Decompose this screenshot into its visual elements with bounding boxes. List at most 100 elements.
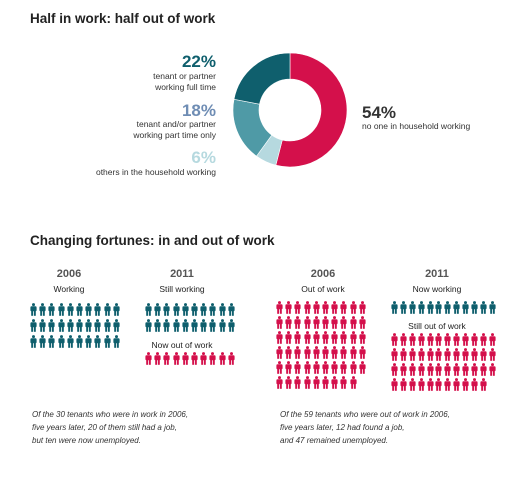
person-icon <box>480 363 487 376</box>
person-icon <box>228 319 235 332</box>
person-icon <box>145 352 152 365</box>
person-icon <box>67 319 74 332</box>
person-icon <box>418 348 425 361</box>
person-icon <box>218 319 226 332</box>
person-icon <box>426 333 434 346</box>
left-year-2011: 2011 <box>170 268 194 280</box>
person-icon <box>103 303 111 316</box>
person-icon <box>209 319 216 332</box>
icon-grid-out-of-work-2006 <box>276 301 366 389</box>
icon-grid-still-working-2011 <box>145 303 235 332</box>
icon-grid-still-out-2011 <box>391 333 496 391</box>
person-icon <box>349 316 357 329</box>
person-icon <box>113 303 120 316</box>
person-icon <box>409 348 416 361</box>
person-icon <box>322 301 329 314</box>
person-icon <box>349 376 357 389</box>
person-icon <box>30 303 37 316</box>
person-icon <box>331 331 338 344</box>
person-icon <box>462 378 469 391</box>
person-icon <box>400 301 407 314</box>
left-label-now-out: Now out of work <box>151 340 213 350</box>
person-icon <box>39 319 46 332</box>
person-icon <box>462 363 469 376</box>
left-caption: Of the 30 tenants who were in work in 20… <box>32 408 188 447</box>
person-icon <box>359 331 366 344</box>
right-label-out-of-work: Out of work <box>301 284 345 294</box>
person-icon <box>285 376 292 389</box>
person-icon <box>453 363 460 376</box>
right-caption-line2: five years later, 12 had found a job, <box>280 423 405 432</box>
label-none: no one in household working <box>362 121 471 131</box>
pct-part-time: 18% <box>181 101 216 120</box>
person-icon <box>322 376 329 389</box>
person-icon <box>276 346 283 359</box>
person-icon <box>94 303 101 316</box>
person-icon <box>435 301 443 314</box>
person-icon <box>418 333 425 346</box>
person-icon <box>462 348 469 361</box>
person-icon <box>331 361 338 374</box>
person-icon <box>30 335 37 348</box>
person-icon <box>400 378 407 391</box>
person-icon <box>471 378 478 391</box>
person-icon <box>191 352 198 365</box>
person-icon <box>331 376 338 389</box>
person-icon <box>30 319 37 332</box>
person-icon <box>48 319 55 332</box>
person-icon <box>313 346 320 359</box>
person-icon <box>57 319 65 332</box>
person-icon <box>418 301 425 314</box>
person-icon <box>340 331 347 344</box>
person-icon <box>349 301 357 314</box>
person-icon <box>359 361 366 374</box>
person-icon <box>313 301 320 314</box>
person-icon <box>489 333 496 346</box>
person-icon <box>85 319 92 332</box>
person-icon <box>172 303 180 316</box>
person-icon <box>103 319 111 332</box>
person-icon <box>103 335 111 348</box>
person-icon <box>391 333 398 346</box>
person-icon <box>453 348 460 361</box>
person-icon <box>200 303 207 316</box>
person-icon <box>462 333 469 346</box>
person-icon <box>182 352 189 365</box>
icon-grid-now-out-2011 <box>145 352 235 365</box>
person-icon <box>228 352 235 365</box>
person-icon <box>426 363 434 376</box>
person-icon <box>359 301 366 314</box>
donut-slice-3 <box>233 52 291 105</box>
person-icon <box>349 361 357 374</box>
person-icon <box>145 303 152 316</box>
person-icon <box>480 333 487 346</box>
person-icon <box>444 363 451 376</box>
person-icon <box>285 316 292 329</box>
person-icon <box>400 333 407 346</box>
label-full-time-line1: tenant or partner <box>153 71 216 81</box>
person-icon <box>294 331 301 344</box>
person-icon <box>409 333 416 346</box>
person-icon <box>76 319 83 332</box>
person-icon <box>48 303 55 316</box>
right-year-2006: 2006 <box>310 268 336 280</box>
person-icon <box>409 301 416 314</box>
person-icon <box>294 361 301 374</box>
person-icon <box>418 378 425 391</box>
left-caption-line1: Of the 30 tenants who were in work in 20… <box>32 410 189 419</box>
pct-others: 6% <box>191 148 216 167</box>
person-icon <box>182 303 189 316</box>
headline-fortunes: Changing fortunes: in and out of work <box>30 233 275 248</box>
person-icon <box>400 363 407 376</box>
person-icon <box>39 335 46 348</box>
person-icon <box>340 376 347 389</box>
person-icon <box>200 352 207 365</box>
label-part-time-line2: working part time only <box>133 130 216 140</box>
person-icon <box>426 378 434 391</box>
person-icon <box>471 301 478 314</box>
person-icon <box>480 301 487 314</box>
person-icon <box>67 303 74 316</box>
person-icon <box>113 335 120 348</box>
person-icon <box>276 301 283 314</box>
person-icon <box>85 303 92 316</box>
